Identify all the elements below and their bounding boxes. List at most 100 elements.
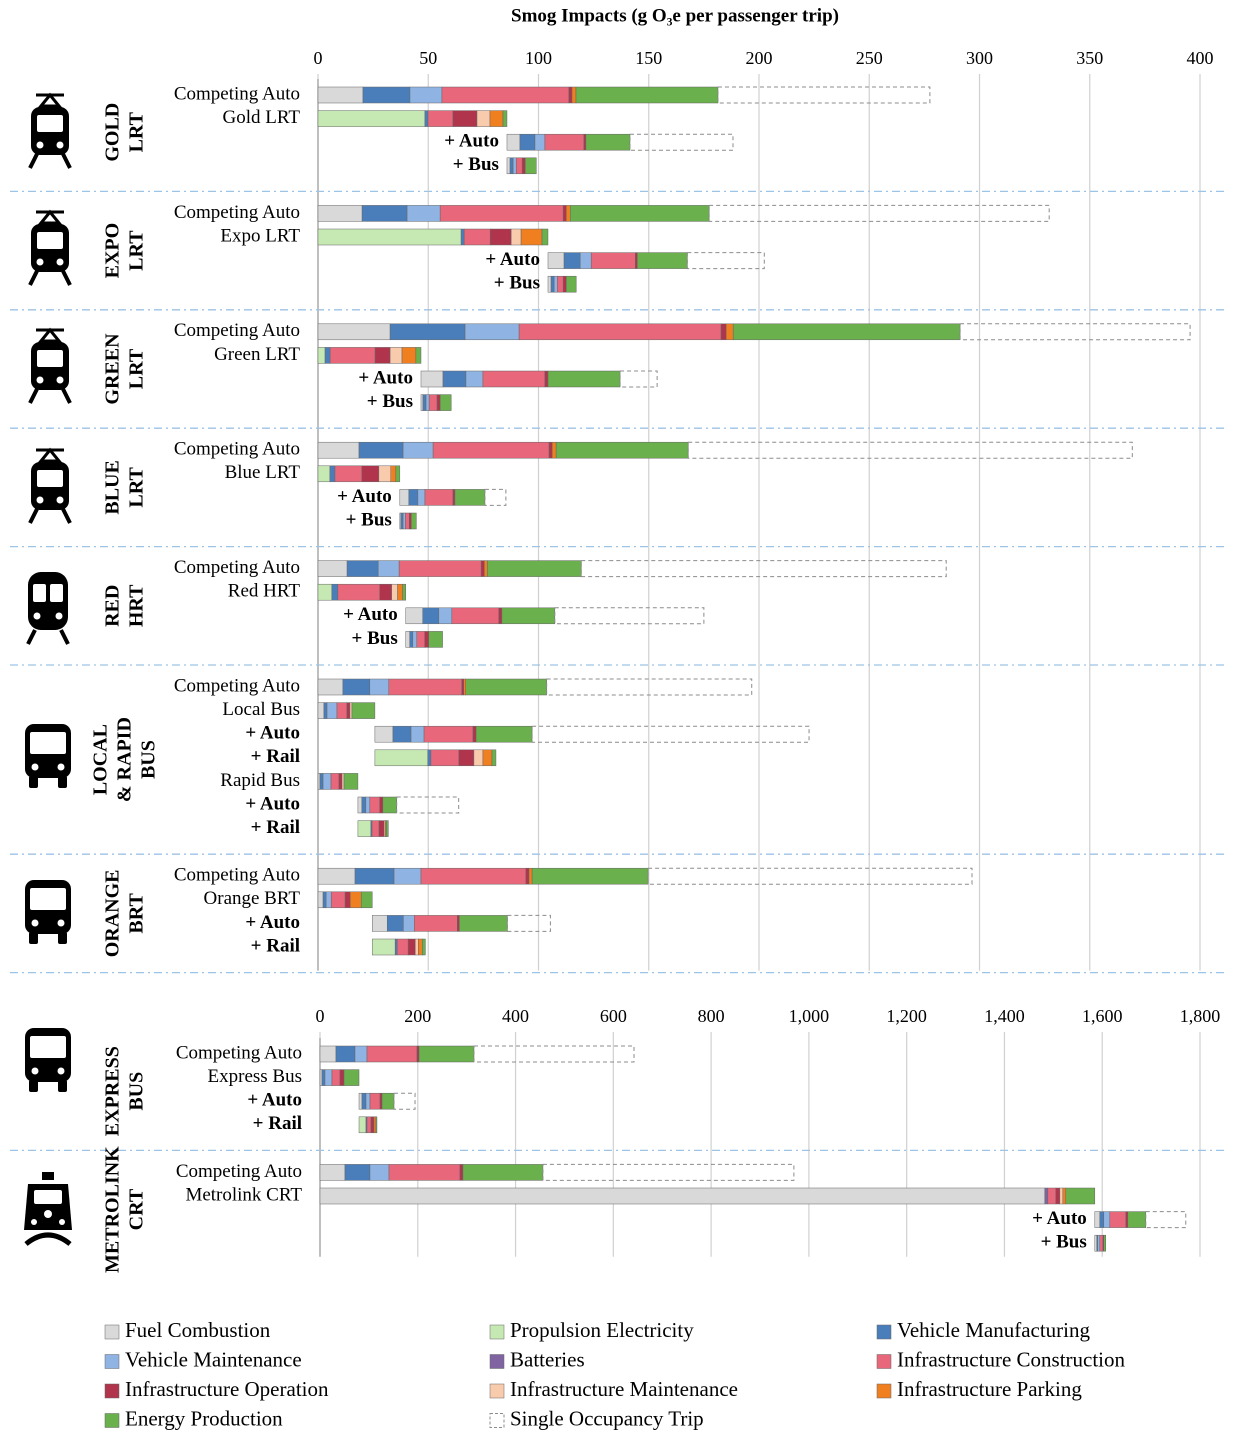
bar-segment — [344, 1164, 371, 1181]
group-label: ORANGE — [102, 870, 124, 958]
bar-segment — [346, 560, 379, 577]
category-label: + Auto — [358, 367, 413, 388]
single-occupancy-bar — [531, 725, 810, 743]
group-label: LRT — [126, 230, 148, 271]
category-label: + Auto — [343, 604, 398, 625]
bar-segment — [319, 1164, 346, 1181]
bar-segment — [427, 749, 432, 767]
bar-segment — [452, 110, 478, 127]
x-tick-label: 1,800 — [1180, 1006, 1221, 1026]
bar-segment — [452, 489, 456, 506]
group-label: LOCAL — [90, 724, 112, 795]
bar-segment — [361, 1092, 367, 1110]
bar-segment — [317, 347, 326, 364]
bar-segment — [365, 796, 371, 814]
bar-segment — [424, 110, 429, 127]
single-occupancy-bar — [687, 441, 1133, 459]
bar-segment — [381, 1092, 395, 1110]
bar-segment — [525, 157, 537, 175]
category-label: + Bus — [453, 154, 499, 175]
bar-segment — [402, 441, 434, 459]
bar-segment — [400, 512, 404, 530]
x-tick-label: 600 — [600, 1006, 627, 1026]
tram-icon — [28, 210, 72, 287]
legend-label: Vehicle Manufacturing — [897, 1318, 1091, 1342]
bus-icon — [25, 1028, 71, 1092]
bar-segment — [344, 891, 351, 909]
bar-segment — [395, 465, 401, 483]
bar-segment — [416, 631, 425, 648]
bar-segment — [547, 252, 565, 269]
bar-segment — [369, 1092, 381, 1110]
x-tick-label: 100 — [525, 48, 552, 68]
bar-segment — [405, 512, 410, 530]
bar-segment — [322, 891, 327, 909]
bar-segment — [362, 86, 411, 104]
bar-segment — [423, 725, 474, 743]
bar-segment — [438, 607, 453, 625]
legend-label: Batteries — [510, 1347, 585, 1371]
bar-segment — [489, 110, 504, 127]
bar-segment — [349, 702, 353, 719]
x-tick-label: 200 — [404, 1006, 431, 1026]
bar-segment — [1062, 1187, 1067, 1205]
category-label: Competing Auto — [174, 865, 300, 886]
single-occupancy-bar — [619, 370, 658, 388]
bar-segment — [420, 867, 527, 885]
bar-segment — [391, 583, 398, 601]
bar-segment — [360, 891, 373, 909]
bar-segment — [464, 323, 520, 341]
single-occupancy-bar — [686, 252, 765, 270]
category-label: Competing Auto — [176, 1161, 302, 1182]
bar-segment — [430, 749, 460, 767]
bar-segment — [330, 773, 340, 790]
bar-segment — [1065, 1187, 1096, 1205]
bar-segment — [590, 252, 636, 269]
bar-segment — [422, 607, 440, 625]
bar-segment — [432, 441, 550, 459]
legend-swatch — [489, 1383, 505, 1399]
bar-segment — [472, 725, 477, 743]
bar-segment — [390, 465, 397, 483]
bar-segment — [371, 915, 388, 932]
bar-segment — [427, 110, 454, 127]
bar-segment — [399, 489, 410, 506]
bar-segment — [317, 465, 331, 483]
category-label: Orange BRT — [204, 888, 301, 909]
bar-segment — [317, 891, 324, 909]
bar-segment — [422, 394, 427, 411]
single-occupancy-bar — [959, 323, 1191, 341]
bar-segment — [439, 205, 564, 222]
bar-segment — [459, 915, 508, 932]
bar-segment — [322, 773, 332, 790]
group-label: RED — [102, 585, 124, 627]
group-label: LRT — [126, 348, 148, 389]
bar-segment — [457, 915, 460, 932]
category-label: Local Bus — [222, 699, 300, 720]
bar-segment — [547, 275, 552, 293]
bar-segment — [405, 631, 410, 648]
x-tick-label: 300 — [966, 48, 993, 68]
bar-segment — [1055, 1187, 1061, 1205]
bar-segment — [414, 915, 458, 932]
bar-segment — [461, 678, 465, 696]
bar-segment — [382, 796, 397, 814]
single-occupancy-bar — [473, 1045, 635, 1063]
bar-segment — [420, 394, 424, 411]
group-label: BLUE — [102, 460, 124, 514]
bar-segment — [365, 1092, 371, 1110]
category-label: + Auto — [1032, 1208, 1087, 1229]
bar-segment — [317, 867, 356, 885]
category-label: + Bus — [367, 391, 413, 412]
bar-segment — [402, 583, 407, 601]
bar-segment — [326, 702, 338, 719]
legend-label: Infrastructure Maintenance — [510, 1377, 738, 1401]
bar-segment — [415, 347, 422, 364]
legend-label: Single Occupancy Trip — [510, 1406, 704, 1430]
bar-segment — [319, 1187, 1046, 1205]
bar-segment — [441, 86, 570, 104]
bar-segment — [424, 631, 429, 648]
bar-segment — [374, 725, 394, 743]
bar-segment — [371, 820, 380, 837]
single-occupancy-bar — [484, 488, 507, 506]
